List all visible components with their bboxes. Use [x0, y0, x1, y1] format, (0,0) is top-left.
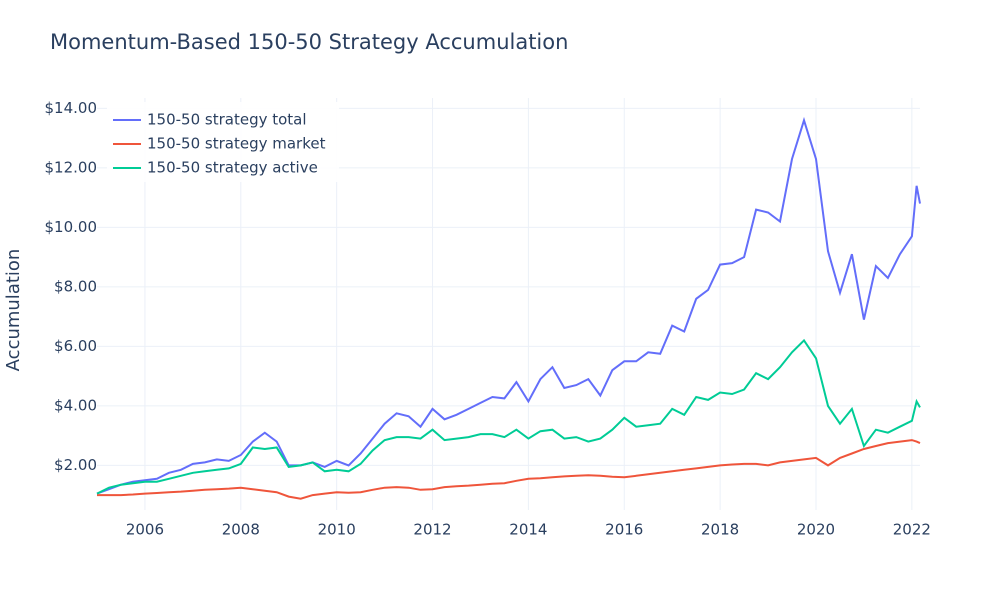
- legend-label: 150-50 strategy market: [147, 135, 326, 153]
- legend-box: [107, 102, 339, 182]
- y-tick-label: $12.00: [45, 158, 98, 176]
- y-tick-label: $10.00: [45, 218, 98, 236]
- legend-label: 150-50 strategy total: [147, 111, 307, 129]
- x-tick-label: 2018: [701, 521, 739, 539]
- y-axis-title: Accumulation: [3, 249, 24, 372]
- x-tick-label: 2014: [509, 521, 547, 539]
- chart-title: Momentum-Based 150-50 Strategy Accumulat…: [50, 30, 568, 54]
- y-tick-label: $6.00: [54, 337, 97, 355]
- x-tick-label: 2008: [222, 521, 260, 539]
- x-tick-label: 2016: [605, 521, 643, 539]
- x-tick-label: 2022: [893, 521, 931, 539]
- line-series: [96, 338, 921, 495]
- y-tick-label: $4.00: [54, 396, 97, 414]
- legend: 150-50 strategy total 150-50 strategy mar…: [107, 102, 339, 182]
- legend-label: 150-50 strategy active: [147, 159, 318, 177]
- line-series: [96, 116, 921, 495]
- x-tick-label: 2020: [797, 521, 835, 539]
- y-tick-label: $8.00: [54, 277, 97, 295]
- y-tick-label: $14.00: [45, 99, 98, 117]
- plot-area: [96, 116, 921, 500]
- x-tick-label: 2010: [318, 521, 356, 539]
- x-tick-label: 2012: [413, 521, 451, 539]
- line-series: [97, 439, 921, 500]
- x-tick-label: 2006: [126, 521, 164, 539]
- y-tick-label: $2.00: [54, 456, 97, 474]
